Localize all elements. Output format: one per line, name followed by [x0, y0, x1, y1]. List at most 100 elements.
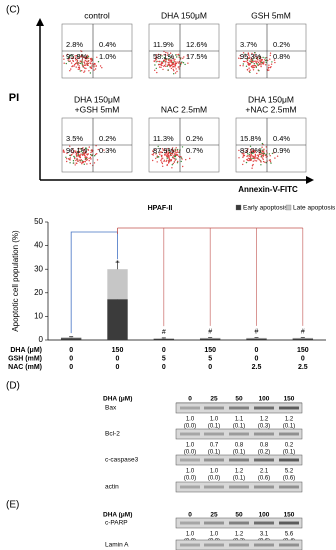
event-dot — [238, 157, 240, 159]
y-axis-label: PI — [9, 92, 19, 104]
event-dot — [99, 65, 102, 67]
event-dot — [75, 58, 78, 61]
event-dot — [167, 147, 169, 150]
event-dot — [178, 56, 180, 58]
event-dot — [83, 163, 86, 165]
event-dot — [270, 162, 272, 164]
event-dot — [171, 148, 173, 151]
event-dot — [78, 57, 80, 59]
event-dot — [269, 161, 272, 163]
event-dot — [88, 70, 90, 72]
blot-band — [229, 458, 249, 462]
event-dot — [256, 57, 258, 59]
event-dot — [152, 154, 154, 156]
event-dot — [157, 145, 159, 148]
blot-row-label: c-PARP — [105, 520, 128, 527]
event-dot — [169, 59, 171, 61]
event-dot — [267, 59, 269, 62]
chart-title: HPAF-II — [148, 205, 173, 212]
event-dot — [158, 63, 160, 66]
event-dot — [90, 59, 92, 61]
event-dot — [244, 53, 246, 55]
ratio-sd: (0.3) — [258, 424, 270, 430]
event-dot — [161, 161, 163, 163]
event-dot — [174, 66, 176, 68]
event-dot — [66, 160, 68, 163]
event-dot — [261, 146, 263, 148]
event-dot — [157, 60, 159, 63]
panel-label: (C) — [6, 5, 20, 16]
event-dot — [103, 149, 105, 151]
quadrant-percent: 0.8% — [273, 52, 290, 61]
y-axis-title: Apoptotic cell population (%) — [11, 230, 20, 332]
ratio-sd: (0.0) — [184, 450, 196, 456]
event-dot — [175, 147, 177, 149]
quadrant-percent: 15.8% — [240, 134, 262, 143]
ratio: 0.7 — [210, 443, 219, 449]
event-dot — [77, 152, 79, 154]
event-dot — [274, 61, 276, 64]
event-dot — [186, 55, 189, 57]
quadrant-percent: 12.6% — [186, 40, 208, 49]
event-dot — [253, 57, 255, 59]
event-dot — [170, 154, 172, 157]
event-dot — [247, 157, 249, 159]
event-dot — [181, 146, 184, 148]
ratio: 1.0 — [186, 417, 195, 423]
event-dot — [273, 152, 275, 154]
event-dot — [68, 58, 70, 60]
blot-header: DHA (μM) — [103, 512, 132, 519]
event-dot — [253, 149, 255, 152]
event-dot — [172, 66, 174, 68]
plot-title: NAC 2.5mM — [161, 104, 207, 114]
event-dot — [94, 153, 97, 156]
event-dot — [79, 148, 81, 150]
blot-band — [204, 543, 224, 547]
condition-value: 0 — [69, 364, 73, 371]
event-dot — [167, 62, 169, 64]
event-dot — [256, 72, 258, 75]
quadrant-percent: 0.9% — [273, 146, 290, 155]
event-dot — [249, 145, 252, 147]
event-dot — [171, 167, 173, 169]
event-dot — [248, 70, 250, 73]
event-dot — [63, 58, 65, 60]
event-dot — [73, 150, 76, 152]
blot-band — [229, 485, 249, 489]
event-dot — [265, 162, 267, 164]
event-dot — [77, 147, 80, 150]
event-dot — [76, 155, 78, 158]
event-dot — [82, 54, 84, 57]
event-dot — [176, 61, 178, 63]
ratio: 1.2 — [260, 417, 269, 423]
event-dot — [176, 54, 178, 56]
panel-label: (E) — [6, 500, 19, 511]
event-dot — [67, 56, 70, 59]
event-dot — [252, 59, 254, 62]
event-dot — [251, 167, 253, 169]
event-dot — [152, 159, 154, 162]
event-dot — [83, 64, 86, 66]
event-dot — [65, 156, 67, 158]
event-dot — [251, 66, 253, 68]
condition-value: 5 — [162, 355, 166, 362]
quadrant-percent: 95.8% — [66, 52, 88, 61]
blot-band — [229, 521, 249, 525]
event-dot — [167, 151, 170, 153]
event-dot — [172, 157, 175, 159]
event-dot — [260, 148, 262, 150]
event-dot — [169, 61, 171, 63]
event-dot — [68, 158, 70, 160]
event-dot — [177, 62, 180, 64]
blot-band — [180, 521, 200, 525]
event-dot — [78, 68, 81, 70]
event-dot — [83, 152, 86, 154]
event-dot — [252, 149, 254, 151]
event-dot — [256, 63, 258, 65]
event-dot — [86, 163, 88, 165]
event-dot — [77, 55, 79, 57]
event-dot — [259, 62, 261, 64]
ratio: 3.1 — [260, 532, 269, 538]
event-dot — [173, 153, 176, 155]
event-dot — [176, 150, 178, 152]
